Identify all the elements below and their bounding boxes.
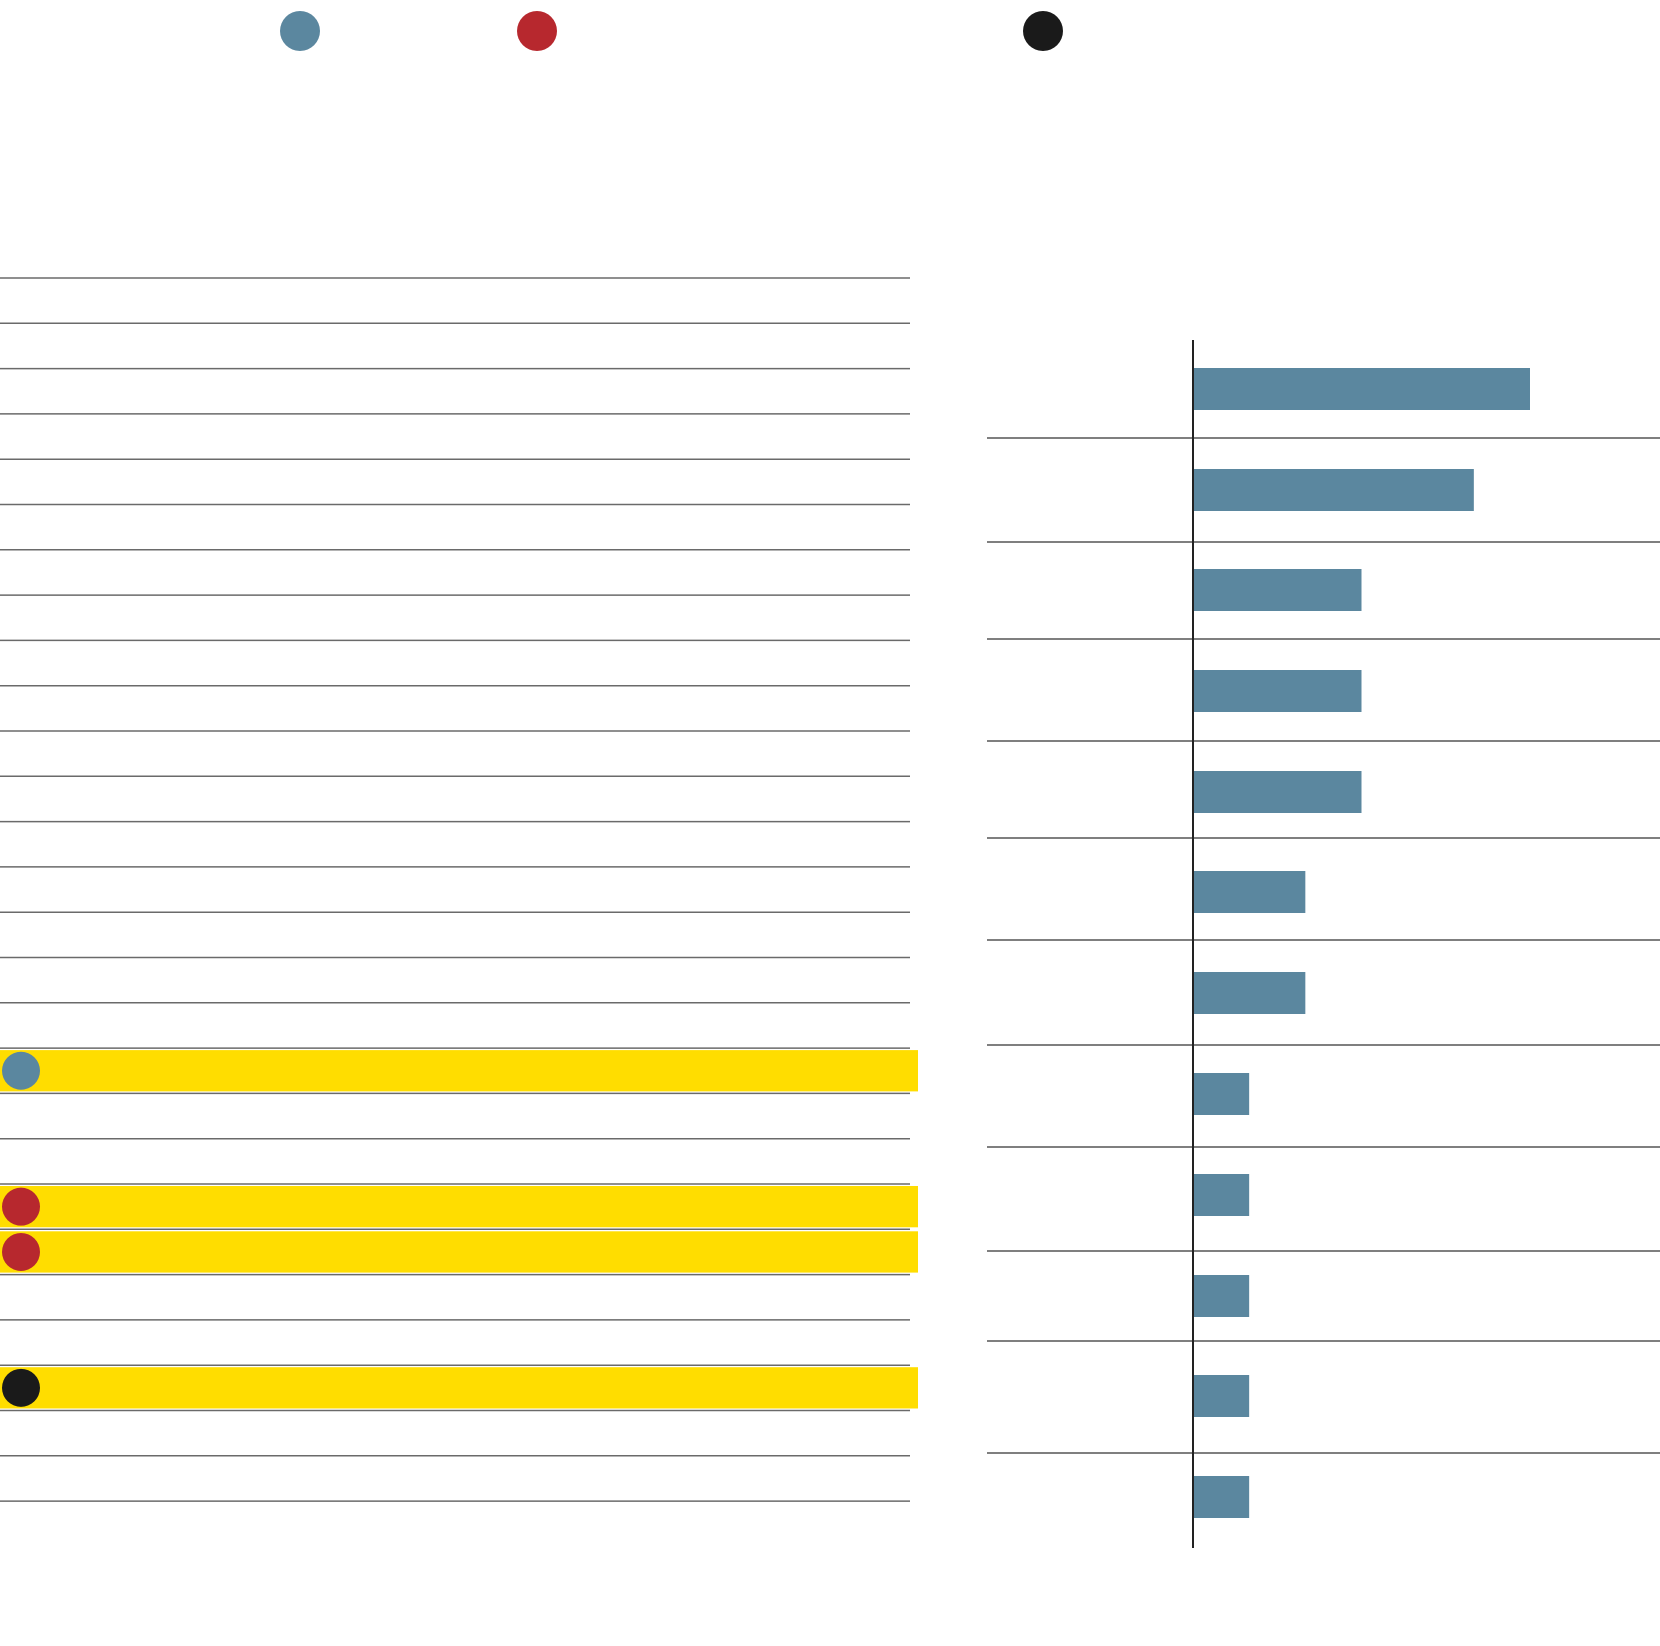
bar <box>1193 771 1362 813</box>
bar <box>1193 871 1306 913</box>
red-marker-icon <box>2 1232 40 1271</box>
bar <box>1193 368 1530 410</box>
bar <box>1193 972 1306 1014</box>
ranking-table-graphic <box>0 277 918 1502</box>
bar <box>1193 1375 1250 1417</box>
bar <box>1193 670 1362 712</box>
blue-dot-icon <box>280 11 320 51</box>
black-dot-icon <box>1023 11 1063 51</box>
blue-marker-icon <box>2 1051 40 1090</box>
red-marker-icon <box>2 1187 40 1226</box>
bar <box>1193 1476 1250 1518</box>
bar <box>1193 569 1362 611</box>
bar <box>1193 1174 1250 1216</box>
red-dot-icon <box>517 11 557 51</box>
highlighted-row <box>0 1186 918 1228</box>
bar <box>1193 1275 1250 1317</box>
highlighted-row <box>0 1367 918 1409</box>
ranking-table <box>0 277 918 1502</box>
black-marker-icon <box>2 1368 40 1407</box>
highlighted-row <box>0 1231 918 1273</box>
highlighted-row <box>0 1050 918 1092</box>
bar <box>1193 1073 1250 1115</box>
bar <box>1193 469 1474 511</box>
